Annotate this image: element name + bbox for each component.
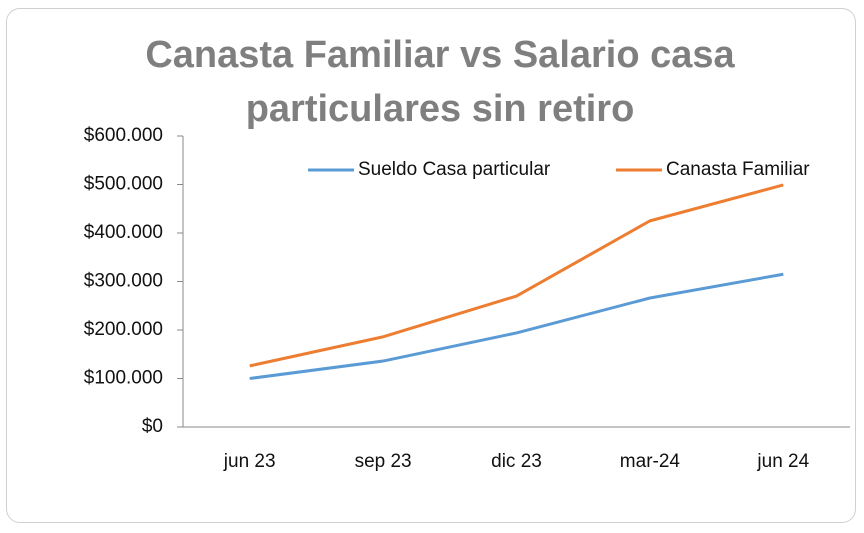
y-tick-label: $400.000 (84, 222, 163, 243)
x-tick-label: jun 23 (223, 451, 276, 472)
y-tick-label: $500.000 (84, 174, 163, 195)
series-line (249, 272, 784, 380)
x-tick-label: dic 23 (491, 451, 542, 472)
series-line (249, 183, 784, 368)
x-tick-label: jun 24 (756, 451, 809, 472)
y-tick-label: $200.000 (84, 319, 163, 340)
y-tick-label: $600.000 (84, 125, 163, 146)
y-tick-label: $300.000 (84, 271, 163, 292)
chart-title: Canasta Familiar vs Salario casa particu… (145, 34, 735, 130)
legend-label: Canasta Familiar (666, 159, 810, 180)
x-tick-label: sep 23 (355, 451, 412, 472)
chart-frame (6, 8, 856, 523)
legend-label: Sueldo Casa particular (358, 159, 551, 180)
y-tick-label: $0 (142, 416, 163, 437)
y-tick-label: $100.000 (84, 368, 163, 389)
x-tick-label: mar-24 (620, 451, 681, 472)
